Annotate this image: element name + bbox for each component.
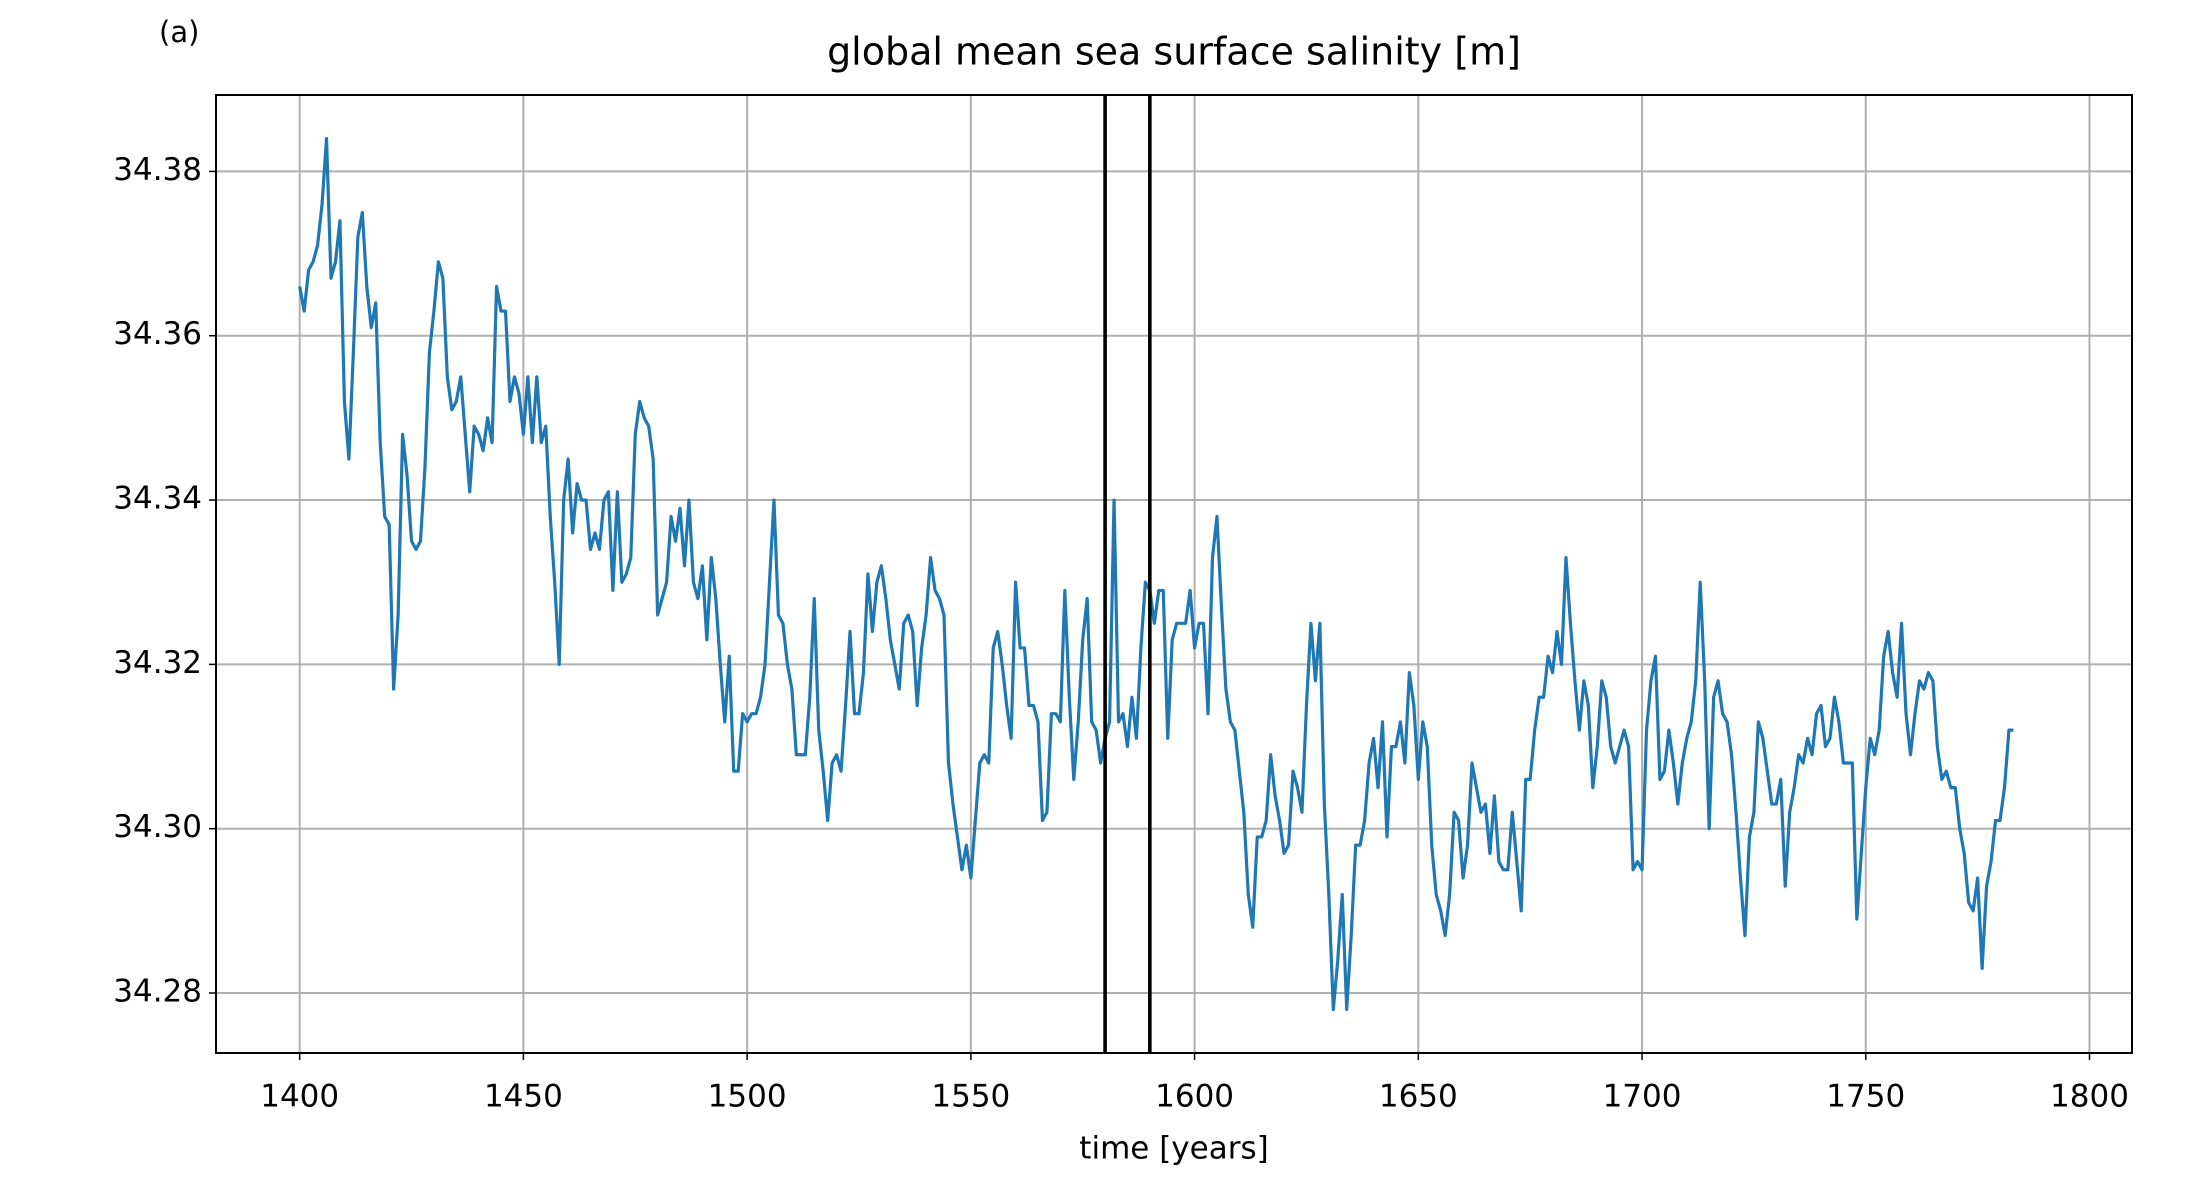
x-tick-label: 1600 [1155, 1079, 1234, 1115]
y-tick-label: 34.32 [113, 645, 202, 681]
y-tick-label: 34.38 [113, 152, 202, 188]
x-tick-label: 1500 [708, 1079, 787, 1115]
y-tick-label: 34.34 [113, 481, 202, 517]
data-line [298, 136, 2014, 1012]
y-tick-label: 34.36 [113, 316, 202, 352]
x-tick-label: 1750 [1826, 1079, 1905, 1115]
x-tick-label: 1400 [260, 1079, 339, 1115]
x-tick-label: 1800 [2050, 1079, 2129, 1115]
chart-title: global mean sea surface salinity [m] [827, 30, 1521, 74]
x-tick-label: 1450 [484, 1079, 563, 1115]
plot-frame [215, 94, 2133, 1054]
y-tick-label: 34.28 [113, 974, 202, 1010]
y-tick-label: 34.30 [113, 809, 202, 845]
x-tick-label: 1550 [931, 1079, 1010, 1115]
x-tick-label: 1650 [1379, 1079, 1458, 1115]
x-axis-label: time [years] [1079, 1131, 1268, 1167]
panel-label: (a) [159, 15, 199, 49]
x-tick-label: 1700 [1603, 1079, 1682, 1115]
